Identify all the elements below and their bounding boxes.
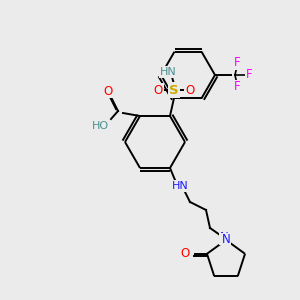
Text: O: O (153, 83, 163, 97)
Text: HN: HN (160, 67, 176, 77)
Text: O: O (180, 247, 190, 260)
Text: HN: HN (172, 181, 188, 191)
Text: O: O (185, 83, 195, 97)
Text: N: N (220, 232, 228, 244)
Text: F: F (246, 68, 252, 82)
Text: N: N (222, 233, 230, 247)
Text: S: S (169, 83, 179, 97)
Text: O: O (103, 85, 112, 98)
Text: F: F (234, 56, 240, 70)
Text: F: F (234, 80, 240, 94)
Text: HO: HO (92, 121, 109, 131)
